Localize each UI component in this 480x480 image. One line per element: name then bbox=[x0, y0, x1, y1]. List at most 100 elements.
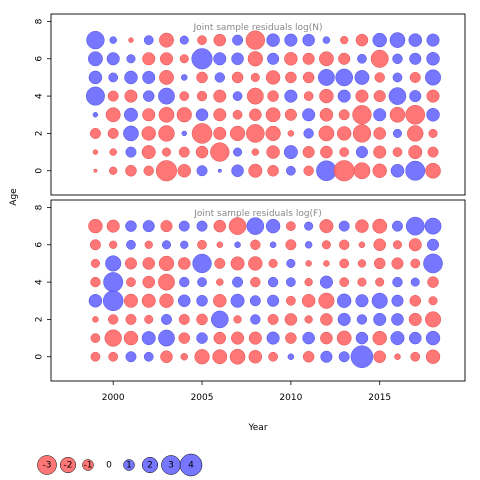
legend-label: -3 bbox=[43, 461, 52, 471]
residual-bubble bbox=[92, 149, 99, 155]
residual-bubble bbox=[350, 345, 374, 368]
y-tick-label: 4 bbox=[35, 93, 45, 99]
residual-bubble bbox=[161, 147, 172, 157]
y-tick-label: 8 bbox=[35, 204, 45, 210]
x-tick-label: 2000 bbox=[102, 393, 125, 403]
residual-bubble bbox=[213, 108, 227, 122]
residual-bubble bbox=[109, 36, 117, 44]
residual-bubble bbox=[246, 124, 265, 143]
residual-bubble bbox=[267, 313, 279, 325]
residual-bubble bbox=[109, 148, 117, 156]
legend-bubble bbox=[82, 459, 94, 471]
residual-bubble bbox=[285, 239, 297, 251]
x-tick-label: 2015 bbox=[368, 393, 391, 403]
residual-bubble bbox=[425, 330, 441, 346]
residual-bubble bbox=[372, 32, 387, 48]
legend-bubble bbox=[179, 453, 203, 477]
residual-bubble bbox=[90, 333, 101, 343]
residual-bubble bbox=[93, 168, 98, 173]
residual-bubble bbox=[232, 34, 244, 46]
residual-bubble bbox=[158, 125, 175, 142]
residual-bubble bbox=[126, 54, 136, 64]
residual-bubble bbox=[302, 52, 315, 65]
residual-bubble bbox=[246, 87, 264, 105]
residual-bubble bbox=[370, 49, 389, 68]
x-axis-label: Year bbox=[247, 423, 267, 433]
residual-bubble bbox=[339, 147, 350, 157]
residual-bubble bbox=[90, 276, 101, 288]
x-tick-label: 2010 bbox=[279, 393, 302, 403]
residual-bubble bbox=[232, 109, 243, 120]
residual-bubble bbox=[197, 277, 207, 287]
residual-bubble bbox=[373, 127, 386, 140]
legend-bubble bbox=[141, 456, 159, 474]
residual-bubble bbox=[409, 90, 422, 103]
residual-bubble bbox=[355, 219, 369, 233]
residual-bubble bbox=[286, 165, 296, 176]
residual-bubble bbox=[302, 33, 315, 47]
residual-bubble bbox=[142, 220, 155, 233]
residual-bubble bbox=[178, 220, 190, 232]
residual-bubble bbox=[318, 292, 335, 309]
residual-bubble bbox=[88, 70, 103, 85]
residual-bubble bbox=[320, 313, 333, 326]
residual-bubble bbox=[390, 163, 405, 178]
residual-bubble bbox=[319, 88, 334, 104]
residual-bubble bbox=[335, 68, 353, 87]
residual-bubble bbox=[302, 108, 316, 122]
residual-bubble bbox=[322, 36, 331, 44]
panel-2-title: Joint sample residuals log(F) bbox=[193, 209, 321, 219]
residual-bubble bbox=[375, 277, 385, 287]
y-tick-label: 0 bbox=[35, 354, 45, 360]
residual-bubble bbox=[108, 314, 119, 325]
legend-bubble bbox=[59, 456, 77, 474]
residual-bubble bbox=[392, 72, 403, 83]
residual-bubble bbox=[216, 278, 224, 286]
residual-bubble bbox=[92, 316, 99, 323]
residual-bubble bbox=[230, 293, 245, 308]
residual-bubble bbox=[178, 313, 190, 325]
residual-bubble bbox=[141, 331, 156, 346]
residual-bubble bbox=[248, 256, 263, 271]
residual-bubble bbox=[339, 277, 350, 287]
residual-bubble bbox=[392, 128, 402, 138]
residual-bubble bbox=[424, 69, 442, 86]
residual-bubble bbox=[405, 104, 426, 125]
residual-bubble bbox=[371, 292, 388, 309]
residual-bubble bbox=[90, 351, 101, 362]
residual-bubble bbox=[372, 163, 387, 178]
residual-bubble bbox=[302, 146, 315, 159]
residual-bubble bbox=[197, 239, 207, 250]
residual-bubble bbox=[303, 128, 314, 139]
residual-bubble bbox=[426, 108, 440, 122]
residual-bubble bbox=[355, 89, 369, 103]
residual-bubble bbox=[123, 293, 138, 308]
residual-bubble bbox=[210, 142, 230, 162]
residual-bubble bbox=[408, 238, 422, 252]
residual-bubble bbox=[104, 329, 122, 347]
residual-bubble bbox=[142, 275, 155, 289]
residual-bubble bbox=[211, 310, 229, 329]
residual-bubble bbox=[180, 240, 189, 249]
residual-bubble bbox=[352, 124, 372, 143]
residual-bubble bbox=[176, 107, 192, 123]
residual-bubble bbox=[284, 52, 298, 66]
residual-bubble bbox=[408, 33, 423, 47]
residual-bubble bbox=[89, 239, 101, 251]
residual-bubble bbox=[424, 217, 442, 235]
y-tick-label: 0 bbox=[35, 168, 45, 174]
residual-bubble bbox=[337, 89, 351, 103]
residual-bubble bbox=[319, 108, 334, 122]
residual-bubble bbox=[426, 33, 440, 47]
residual-bubble bbox=[410, 351, 421, 362]
residual-bubble bbox=[213, 52, 227, 66]
residual-bubble bbox=[340, 35, 349, 45]
residual-bubble bbox=[265, 218, 281, 234]
residual-bubble bbox=[319, 275, 333, 289]
residual-bubble bbox=[160, 220, 173, 233]
residual-bubble bbox=[143, 351, 154, 362]
residual-bubble bbox=[213, 126, 227, 140]
residual-bubble bbox=[427, 276, 439, 288]
legend-label: -1 bbox=[84, 461, 93, 471]
residual-bubble bbox=[213, 331, 227, 345]
